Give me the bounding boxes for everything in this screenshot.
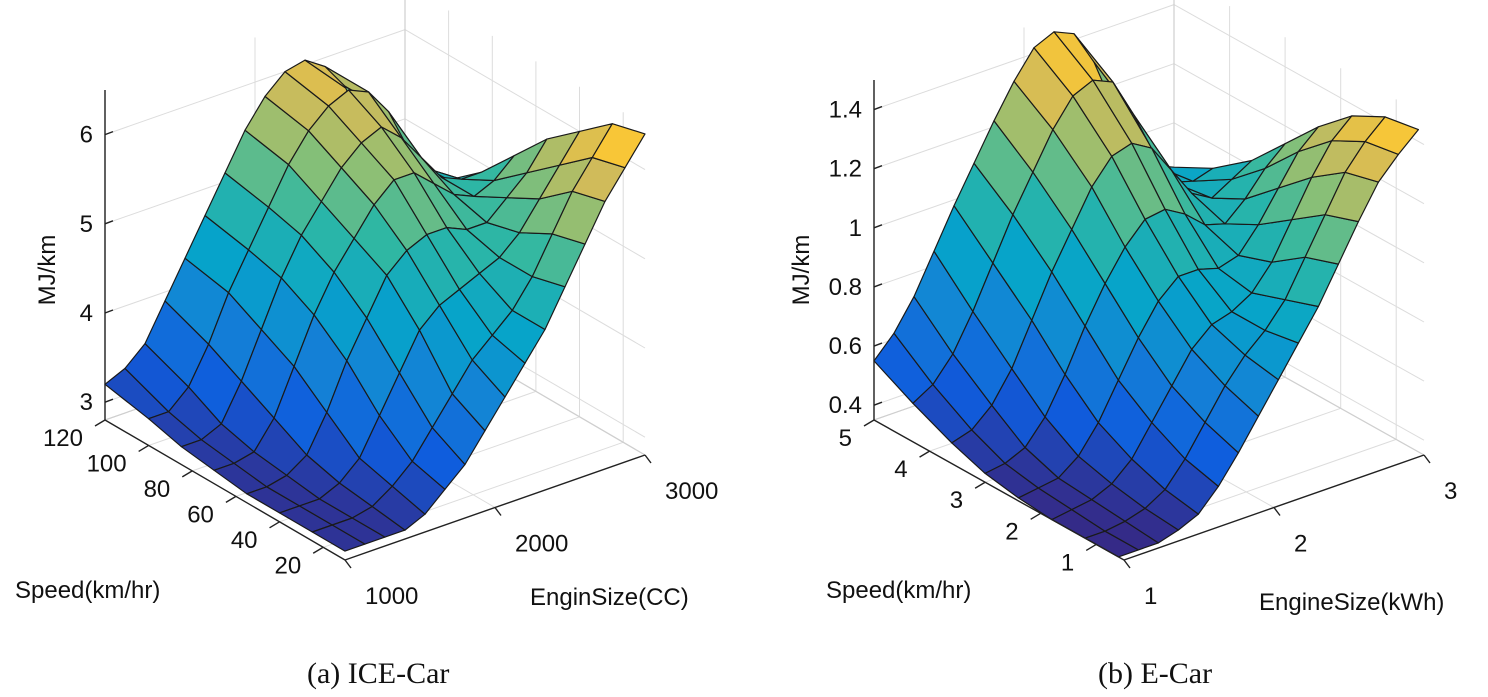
y-tick-mark <box>863 419 875 427</box>
x-tick-mark <box>1423 454 1431 464</box>
z-tick-label: 0.4 <box>829 392 862 419</box>
y-tick-label: 60 <box>187 501 214 528</box>
z-tick-mark <box>873 283 883 288</box>
x-tick-mark <box>344 559 352 569</box>
y-tick-mark <box>1030 512 1042 520</box>
axes-e: 1 2 3 1 2 3 4 5 0.4 0.6 0.8 1 1.2 1.4 EngineSize(kWh) S… <box>788 80 1457 616</box>
x-tick-label: 3 <box>1444 478 1457 505</box>
caption-ice-car: (a) ICE-Car <box>307 657 450 690</box>
x-tick-mark <box>494 507 502 516</box>
z-tick-mark <box>873 342 883 347</box>
y-tick-label: 5 <box>839 425 852 452</box>
x-tick-mark <box>644 454 652 464</box>
y-axis-label: Speed(km/hr) <box>15 577 160 604</box>
surface-e <box>873 31 1420 558</box>
y-axis-line <box>873 419 1125 561</box>
z-tick-label: 1.4 <box>829 97 862 124</box>
x-tick-label: 1 <box>1144 583 1157 610</box>
y-tick-mark <box>312 546 324 554</box>
chart-ice-car: 1000 2000 3000 20 40 60 80 100 120 3 4 5 6 EnginSize(… <box>15 0 718 690</box>
y-tick-mark <box>181 470 193 478</box>
z-tick-label: 3 <box>80 389 93 416</box>
z-axis-label: MJ/km <box>34 235 61 306</box>
y-tick-label: 40 <box>231 527 258 554</box>
surface-patch <box>591 123 646 169</box>
z-tick-mark <box>873 165 883 170</box>
y-tick-mark <box>974 481 986 489</box>
y-axis-label: Speed(km/hr) <box>826 577 971 604</box>
y-tick-label: 4 <box>894 456 907 483</box>
x-tick-mark <box>1273 507 1281 516</box>
y-tick-mark <box>94 419 106 427</box>
x-axis-label: EngineSize(kWh) <box>1259 589 1444 616</box>
y-tick-mark <box>138 444 149 453</box>
y-tick-label: 120 <box>43 425 83 452</box>
x-tick-label: 3000 <box>665 478 718 505</box>
x-axis-label: EnginSize(CC) <box>530 584 689 611</box>
z-tick-label: 1 <box>849 215 862 242</box>
chart-e-car: 1 2 3 1 2 3 4 5 0.4 0.6 0.8 1 1.2 1.4 EngineSize(kWh) S… <box>744 0 1488 697</box>
z-tick-mark <box>104 309 114 314</box>
y-tick-mark <box>269 521 280 529</box>
z-tick-mark <box>104 220 114 225</box>
z-tick-label: 6 <box>80 122 93 149</box>
z-tick-mark <box>104 130 114 136</box>
y-tick-label: 20 <box>274 552 301 579</box>
z-tick-label: 0.8 <box>829 274 862 301</box>
x-tick-label: 2000 <box>515 531 568 558</box>
y-tick-label: 1 <box>1061 549 1074 576</box>
x-tick-label: 2 <box>1294 531 1307 558</box>
y-tick-label: 2 <box>1005 518 1018 545</box>
z-tick-label: 0.6 <box>829 333 862 360</box>
surface-ice <box>104 59 646 552</box>
surface-plot-e-car: 1 2 3 1 2 3 4 5 0.4 0.6 0.8 1 1.2 1.4 EngineSize(kWh) S… <box>788 0 1457 616</box>
y-tick-mark <box>1085 543 1097 552</box>
x-tick-label: 1000 <box>365 583 418 610</box>
y-tick-label: 3 <box>950 487 963 514</box>
y-tick-mark <box>225 495 237 503</box>
x-tick-mark <box>1123 559 1131 569</box>
y-tick-label: 80 <box>144 476 171 503</box>
y-axis-line <box>104 419 346 561</box>
y-tick-mark <box>919 450 930 458</box>
caption-e-car: (b) E-Car <box>1098 657 1213 690</box>
z-tick-mark <box>873 105 883 111</box>
grid-line <box>1173 63 1425 205</box>
z-tick-label: 5 <box>80 211 93 238</box>
y-tick-label: 100 <box>87 450 127 477</box>
surface-patch <box>1364 116 1420 155</box>
z-axis-label: MJ/km <box>788 235 815 306</box>
z-tick-mark <box>873 224 883 229</box>
z-tick-label: 1.2 <box>829 156 862 183</box>
z-tick-mark <box>873 401 883 406</box>
z-tick-label: 4 <box>80 300 93 327</box>
z-tick-mark <box>104 398 114 403</box>
